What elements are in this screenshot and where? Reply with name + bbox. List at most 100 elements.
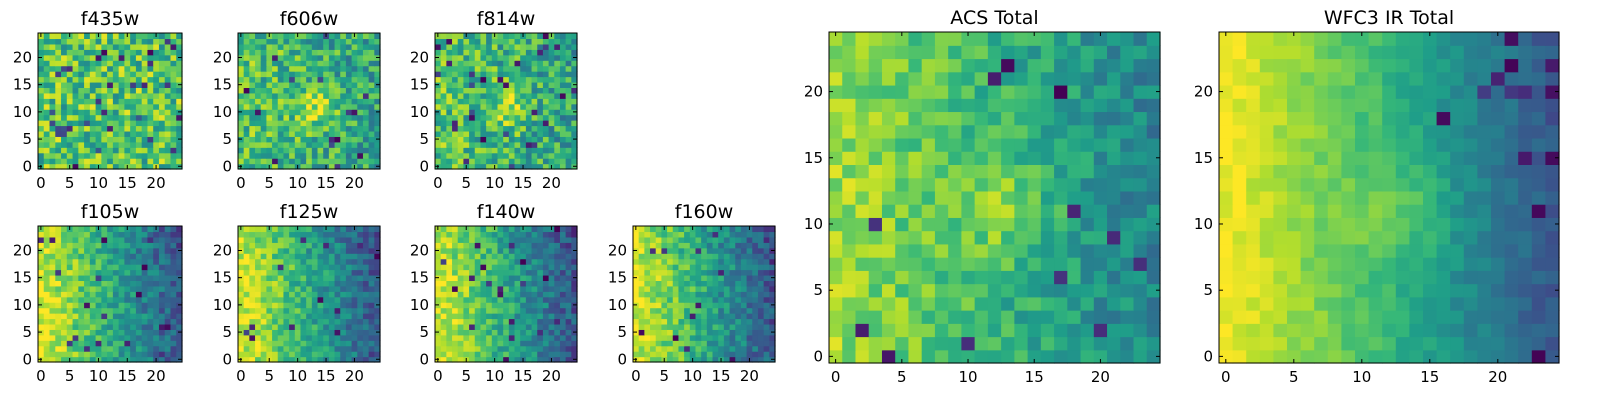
heatmap-cell — [158, 92, 166, 99]
heatmap-cell — [514, 356, 521, 363]
heatmap-cell — [548, 329, 555, 336]
heatmap-cell — [147, 280, 154, 287]
heatmap-cell — [667, 291, 674, 298]
heatmap-cell — [554, 38, 561, 45]
heatmap-cell — [474, 147, 482, 154]
heatmap-cell — [118, 81, 125, 88]
heatmap-cell — [260, 351, 267, 358]
heatmap-cell — [164, 71, 172, 78]
heatmap-cell — [463, 329, 470, 336]
heatmap-cell — [531, 264, 538, 271]
heatmap-cell — [43, 109, 51, 116]
heatmap-cell — [672, 313, 680, 320]
heatmap-cell — [84, 296, 91, 303]
heatmap-cell — [118, 54, 125, 61]
heatmap-cell — [260, 141, 267, 148]
heatmap-cell — [374, 264, 381, 271]
heatmap-cell — [141, 323, 149, 330]
heatmap-cell — [362, 318, 370, 325]
heatmap-cell — [112, 323, 120, 330]
heatmap-cell — [89, 114, 97, 121]
heatmap-cell — [435, 264, 442, 271]
heatmap-cell — [554, 114, 561, 121]
heatmap-cell — [503, 313, 510, 320]
heatmap-cell — [548, 307, 555, 314]
heatmap-cell — [723, 340, 731, 347]
heatmap-cell — [158, 231, 166, 238]
heatmap-cell — [689, 302, 697, 309]
heatmap-cell — [463, 43, 470, 50]
heatmap-cell — [101, 114, 108, 121]
heatmap-cell — [934, 151, 949, 165]
heatmap-cell — [463, 307, 470, 314]
heatmap-cell — [306, 231, 313, 238]
heatmap-cell — [101, 258, 108, 265]
heatmap-cell — [446, 231, 453, 238]
heatmap-cell — [311, 125, 319, 132]
heatmap-cell — [351, 323, 358, 330]
heatmap-cell — [141, 226, 149, 233]
heatmap-cell — [238, 264, 245, 271]
heatmap-cell — [317, 345, 324, 352]
heatmap-cell — [769, 269, 776, 276]
heatmap-cell — [357, 285, 364, 292]
heatmap-cell — [289, 334, 296, 341]
heatmap-cell — [277, 340, 285, 347]
heatmap-cell — [1080, 257, 1095, 271]
heatmap-cell — [531, 147, 538, 154]
heatmap-cell — [1027, 270, 1042, 285]
heatmap-cell — [895, 177, 910, 192]
heatmap-cell — [718, 247, 725, 254]
heatmap-cell — [283, 158, 290, 165]
heatmap-cell — [440, 109, 447, 116]
heatmap-cell — [130, 351, 137, 358]
heatmap-cell — [249, 147, 256, 154]
heatmap-cell — [446, 65, 453, 72]
heatmap-cell — [272, 274, 279, 281]
heatmap-cell — [311, 269, 319, 276]
heatmap-cell — [735, 302, 742, 309]
heatmap-cell — [170, 231, 177, 238]
heatmap-cell — [84, 351, 91, 358]
heatmap-cell — [554, 98, 561, 105]
heatmap-cell — [525, 296, 533, 303]
axes-frame — [632, 225, 776, 363]
heatmap-cell — [644, 302, 651, 309]
heatmap-cell — [112, 318, 120, 325]
heatmap-cell — [480, 329, 487, 336]
heatmap-cell — [351, 269, 358, 276]
heatmap-cell — [49, 76, 56, 83]
heatmap-cell — [130, 226, 137, 233]
heatmap-cell — [101, 269, 108, 276]
heatmap-cell — [277, 318, 285, 325]
heatmap-cell — [260, 247, 267, 254]
heatmap-cell — [334, 345, 341, 352]
heatmap-cell — [272, 33, 279, 40]
heatmap-cell — [255, 130, 262, 137]
heatmap-cell — [130, 242, 137, 249]
heatmap-cell — [317, 296, 324, 303]
heatmap-cell — [723, 329, 731, 336]
heatmap-cell — [249, 253, 256, 260]
heatmap-cell — [457, 87, 464, 94]
heatmap-cell — [277, 81, 285, 88]
heatmap-cell — [746, 313, 753, 320]
heatmap-cell — [61, 302, 68, 309]
heatmap-cell — [974, 190, 989, 205]
heatmap-cell — [351, 285, 358, 292]
heatmap-cell — [317, 120, 324, 127]
heatmap-cell — [328, 269, 336, 276]
heatmap-cell — [277, 38, 285, 45]
heatmap-cell — [38, 313, 45, 320]
heatmap-cell — [277, 236, 285, 243]
heatmap-cell — [446, 226, 453, 233]
heatmap-cell — [164, 318, 172, 325]
heatmap-cell — [1001, 270, 1015, 285]
heatmap-cell — [746, 307, 753, 314]
heatmap-cell — [170, 280, 177, 287]
heatmap-cell — [164, 296, 172, 303]
heatmap-cell — [72, 258, 79, 265]
heatmap-cell — [531, 163, 538, 170]
heatmap-cell — [277, 280, 285, 287]
heatmap-cell — [740, 236, 748, 243]
